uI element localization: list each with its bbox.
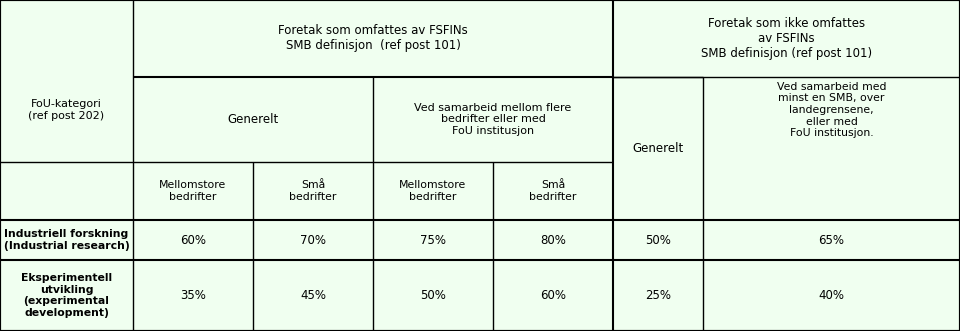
Bar — [0, 220, 133, 260]
Text: Industriell forskning
(Industrial research): Industriell forskning (Industrial resear… — [4, 229, 130, 251]
Bar — [133, 220, 253, 260]
Text: 65%: 65% — [819, 233, 845, 247]
Text: 60%: 60% — [180, 233, 206, 247]
Text: 35%: 35% — [180, 289, 206, 302]
Text: Generelt: Generelt — [633, 142, 684, 155]
Bar — [493, 220, 613, 260]
Bar — [133, 162, 253, 220]
Bar — [373, 77, 613, 162]
Text: Små
bedrifter: Små bedrifter — [289, 180, 337, 202]
Bar — [493, 260, 613, 331]
Bar — [253, 162, 373, 220]
Text: Mellomstore
bedrifter: Mellomstore bedrifter — [399, 180, 467, 202]
Text: 40%: 40% — [819, 289, 845, 302]
Text: 75%: 75% — [420, 233, 446, 247]
Text: Mellomstore
bedrifter: Mellomstore bedrifter — [159, 180, 227, 202]
Text: Ved samarbeid med
minst en SMB, over
landegrensene,
eller med
FoU institusjon.: Ved samarbeid med minst en SMB, over lan… — [777, 82, 886, 138]
Bar — [133, 77, 373, 162]
Bar — [613, 0, 960, 77]
Bar — [373, 260, 493, 331]
Text: FoU-kategori
(ref post 202): FoU-kategori (ref post 202) — [29, 99, 105, 121]
Text: 50%: 50% — [420, 289, 446, 302]
Text: Foretak som ikke omfattes
av FSFINs
SMB definisjon (ref post 101): Foretak som ikke omfattes av FSFINs SMB … — [701, 17, 872, 60]
Bar — [493, 162, 613, 220]
Bar — [253, 260, 373, 331]
Text: 60%: 60% — [540, 289, 566, 302]
Text: 50%: 50% — [645, 233, 671, 247]
Bar — [0, 0, 133, 220]
Bar — [0, 260, 133, 331]
Text: Ved samarbeid mellom flere
bedrifter eller med
FoU institusjon: Ved samarbeid mellom flere bedrifter ell… — [415, 103, 571, 136]
Text: Foretak som omfattes av FSFINs
SMB definisjon  (ref post 101): Foretak som omfattes av FSFINs SMB defin… — [278, 24, 468, 53]
Bar — [373, 162, 493, 220]
Text: Eksperimentell
utvikling
(experimental
development): Eksperimentell utvikling (experimental d… — [21, 273, 112, 318]
Bar — [613, 260, 703, 331]
Text: 25%: 25% — [645, 289, 671, 302]
Bar — [133, 0, 613, 77]
Text: Små
bedrifter: Små bedrifter — [529, 180, 577, 202]
Text: 80%: 80% — [540, 233, 566, 247]
Bar — [253, 220, 373, 260]
Bar — [0, 0, 133, 77]
Bar — [613, 77, 703, 220]
Bar — [703, 260, 960, 331]
Text: Generelt: Generelt — [228, 113, 278, 126]
Bar — [703, 0, 960, 220]
Bar — [703, 220, 960, 260]
Bar — [373, 220, 493, 260]
Text: 70%: 70% — [300, 233, 326, 247]
Bar — [613, 220, 703, 260]
Bar — [133, 260, 253, 331]
Text: 45%: 45% — [300, 289, 326, 302]
